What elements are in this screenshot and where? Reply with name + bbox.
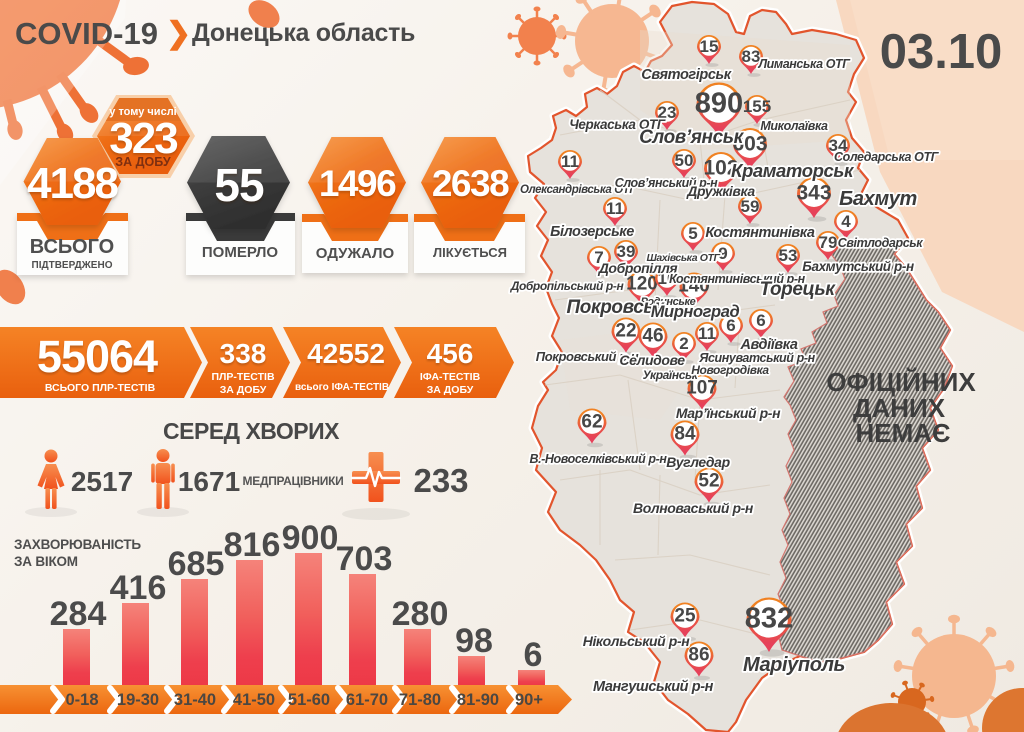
svg-text:603: 603 — [732, 133, 767, 156]
svg-text:Мангушський р-н: Мангушський р-н — [593, 679, 714, 695]
svg-text:890: 890 — [695, 88, 743, 120]
svg-text:2: 2 — [679, 334, 688, 353]
svg-text:Авдіївка: Авдіївка — [739, 337, 797, 353]
svg-text:39: 39 — [617, 242, 636, 261]
svg-text:62: 62 — [581, 412, 602, 433]
svg-text:Соледарська ОТГ: Соледарська ОТГ — [834, 150, 940, 164]
svg-text:0-18: 0-18 — [65, 691, 98, 709]
svg-text:7: 7 — [594, 248, 603, 267]
svg-text:15: 15 — [700, 37, 719, 56]
svg-text:Шахівська ОТГ: Шахівська ОТГ — [646, 252, 720, 264]
svg-text:81-90: 81-90 — [457, 691, 499, 709]
svg-text:Слов’янськ: Слов’янськ — [639, 127, 745, 148]
svg-text:Святогірськ: Святогірськ — [641, 67, 731, 83]
svg-text:84: 84 — [674, 424, 696, 445]
svg-text:Слов’янський р-н: Слов’янський р-н — [615, 176, 718, 190]
svg-text:23: 23 — [658, 103, 677, 122]
svg-text:Селидове: Селидове — [619, 352, 685, 368]
svg-text:71-80: 71-80 — [399, 691, 441, 709]
svg-text:ДАНИХ: ДАНИХ — [853, 393, 946, 423]
svg-text:Краматорськ: Краматорськ — [731, 160, 855, 181]
svg-text:Волноваський р-н: Волноваський р-н — [633, 500, 754, 516]
svg-text:50: 50 — [675, 151, 694, 170]
svg-text:102: 102 — [703, 157, 738, 180]
svg-text:Нікольський р-н: Нікольський р-н — [583, 633, 690, 649]
svg-text:59: 59 — [741, 197, 760, 216]
svg-text:В.-Новоселківський р-н: В.-Новоселківський р-н — [529, 452, 667, 466]
svg-text:Бахмут: Бахмут — [839, 188, 917, 210]
svg-text:Добропілля: Добропілля — [598, 260, 678, 276]
svg-text:Світлодарськ: Світлодарськ — [838, 236, 924, 250]
svg-text:31-40: 31-40 — [174, 691, 216, 709]
svg-text:Вугледар: Вугледар — [666, 454, 730, 470]
svg-text:4: 4 — [841, 212, 851, 231]
svg-text:83: 83 — [742, 47, 761, 66]
svg-text:5: 5 — [688, 224, 697, 243]
svg-text:Костянтинівський р-н: Костянтинівський р-н — [669, 272, 805, 286]
svg-text:832: 832 — [745, 603, 793, 635]
svg-text:ОФІЦІЙНИХ: ОФІЦІЙНИХ — [826, 367, 976, 397]
svg-text:6: 6 — [756, 311, 765, 330]
svg-text:107: 107 — [686, 378, 718, 399]
svg-text:Торецьк: Торецьк — [759, 279, 836, 300]
svg-text:Миколаївка: Миколаївка — [760, 119, 828, 133]
svg-text:79: 79 — [819, 233, 838, 252]
svg-text:Маріуполь: Маріуполь — [743, 654, 845, 676]
svg-text:61-70: 61-70 — [346, 691, 388, 709]
svg-text:Мирноград: Мирноград — [651, 303, 740, 321]
svg-text:41-50: 41-50 — [233, 691, 275, 709]
svg-text:Покровський р-н: Покровський р-н — [536, 349, 639, 364]
svg-text:Черкаська ОТГ: Черкаська ОТГ — [569, 117, 666, 132]
svg-text:Дружківка: Дружківка — [686, 183, 755, 199]
svg-text:Мар’їнський р-н: Мар’їнський р-н — [676, 405, 781, 421]
svg-text:120: 120 — [626, 274, 658, 295]
svg-text:11: 11 — [561, 152, 579, 171]
svg-text:22: 22 — [615, 321, 636, 342]
svg-text:52: 52 — [698, 471, 719, 492]
svg-text:Лиманська ОТГ: Лиманська ОТГ — [757, 57, 851, 71]
svg-text:10: 10 — [658, 269, 677, 288]
svg-text:155: 155 — [743, 97, 771, 116]
svg-text:11: 11 — [698, 324, 716, 343]
svg-text:Новогродівка: Новогродівка — [691, 363, 769, 377]
svg-text:Білозерське: Білозерське — [550, 224, 634, 240]
svg-text:6: 6 — [726, 316, 735, 335]
svg-text:46: 46 — [642, 326, 663, 347]
svg-text:343: 343 — [796, 182, 831, 205]
svg-text:Родинське: Родинське — [641, 296, 696, 308]
svg-text:53: 53 — [779, 246, 798, 265]
svg-text:Ясинуватський р-н: Ясинуватський р-н — [698, 351, 815, 365]
svg-text:Бахмутський р-н: Бахмутський р-н — [802, 259, 914, 274]
svg-text:140: 140 — [678, 276, 710, 297]
svg-text:34: 34 — [829, 136, 848, 155]
svg-text:25: 25 — [674, 606, 696, 627]
svg-text:86: 86 — [688, 645, 709, 666]
svg-text:9: 9 — [718, 244, 727, 263]
svg-text:11: 11 — [606, 199, 624, 218]
svg-text:51-60: 51-60 — [288, 691, 330, 709]
svg-text:НЕМАЄ: НЕМАЄ — [855, 418, 950, 448]
svg-text:90+: 90+ — [515, 691, 543, 709]
svg-text:19-30: 19-30 — [117, 691, 159, 709]
svg-text:Добропільський р-н: Добропільський р-н — [510, 279, 625, 293]
svg-text:Костянтинівка: Костянтинівка — [705, 225, 814, 241]
svg-text:Олександрівська ОТГ: Олександрівська ОТГ — [520, 184, 637, 196]
svg-text:Покровськ: Покровськ — [567, 297, 666, 318]
svg-text:Українськ: Українськ — [643, 368, 699, 382]
